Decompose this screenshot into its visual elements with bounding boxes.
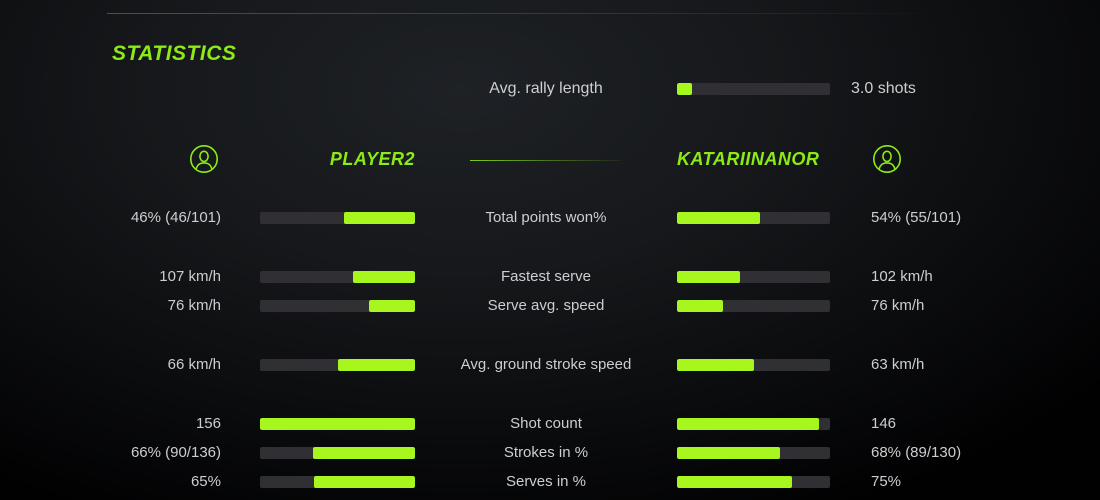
rally-length-label: Avg. rally length (489, 80, 603, 97)
rally-length-value: 3.0 shots (851, 80, 916, 97)
left-stat-bar (260, 271, 415, 283)
page-title: STATISTICS (112, 42, 237, 65)
left-stat-value: 66 km/h (167, 356, 221, 373)
right-stat-bar-fill (677, 359, 754, 371)
stat-row-total-points: 46% (46/101) Total points won% 54% (55/1… (0, 204, 1100, 232)
user-circle-icon (873, 145, 901, 173)
right-stat-bar (677, 271, 830, 283)
right-stat-bar-fill (677, 212, 760, 224)
right-stat-value: 146 (871, 415, 897, 432)
left-stat-bar (260, 476, 415, 488)
stat-row-ground-stroke-speed: 66 km/h Avg. ground stroke speed 63 km/h (0, 351, 1100, 379)
left-stat-bar (260, 359, 415, 371)
stat-label: Fastest serve (500, 268, 592, 285)
stat-row-shot-count: 156 Shot count 146 (0, 410, 1100, 438)
right-player-avatar[interactable] (872, 144, 902, 174)
right-stat-value: 54% (55/101) (871, 209, 962, 226)
left-player-avatar[interactable] (189, 144, 219, 174)
right-stat-bar (677, 359, 830, 371)
right-stat-bar (677, 418, 830, 430)
stat-label: Serve avg. speed (487, 297, 605, 314)
left-stat-value: 76 km/h (167, 297, 221, 314)
left-stat-bar (260, 447, 415, 459)
stat-label: Total points won% (485, 209, 607, 226)
right-stat-value: 75% (871, 473, 902, 490)
right-stat-value: 68% (89/130) (871, 444, 962, 461)
right-stat-bar-fill (677, 271, 740, 283)
left-stat-value: 107 km/h (159, 268, 221, 285)
left-stat-bar (260, 418, 415, 430)
left-player-name: PLAYER2 (329, 149, 415, 169)
stat-label: Serves in % (505, 473, 587, 490)
left-stat-value: 46% (46/101) (130, 209, 221, 226)
stat-row-fastest-serve: 107 km/h Fastest serve 102 km/h (0, 263, 1100, 291)
stat-label: Strokes in % (503, 444, 589, 461)
left-stat-bar (260, 300, 415, 312)
stat-row-serves-in: 65% Serves in % 75% (0, 468, 1100, 496)
right-stat-bar (677, 447, 830, 459)
left-stat-bar (260, 212, 415, 224)
right-stat-value: 102 km/h (871, 268, 933, 285)
left-stat-value: 65% (190, 473, 221, 490)
rally-length-bar-fill (677, 83, 693, 95)
left-stat-bar-fill (368, 300, 415, 312)
right-stat-bar (677, 300, 830, 312)
stat-label: Shot count (510, 415, 582, 432)
left-stat-value: 66% (90/136) (130, 444, 221, 461)
header-divider (470, 160, 622, 161)
right-stat-bar-fill (677, 418, 820, 430)
top-divider (107, 13, 947, 14)
right-stat-value: 63 km/h (871, 356, 925, 373)
right-stat-bar (677, 476, 830, 488)
left-stat-bar-fill (343, 212, 415, 224)
right-stat-bar-fill (677, 476, 792, 488)
stat-row-serve-avg-speed: 76 km/h Serve avg. speed 76 km/h (0, 292, 1100, 320)
left-stat-bar-fill (353, 271, 415, 283)
right-stat-value: 76 km/h (871, 297, 925, 314)
rally-length-bar (677, 83, 830, 95)
stat-row-strokes-in: 66% (90/136) Strokes in % 68% (89/130) (0, 439, 1100, 467)
right-stat-bar-fill (677, 447, 780, 459)
right-player-name: KATARIINANOR (677, 149, 820, 169)
right-stat-bar-fill (677, 300, 723, 312)
right-stat-bar (677, 212, 830, 224)
left-stat-bar-fill (260, 418, 415, 430)
left-stat-bar-fill (314, 476, 415, 488)
rally-length-row: Avg. rally length 3.0 shots (0, 75, 1100, 103)
left-stat-bar-fill (337, 359, 415, 371)
user-circle-icon (190, 145, 218, 173)
players-header: PLAYER2 KATARIINANOR (0, 144, 1100, 174)
stat-label: Avg. ground stroke speed (460, 356, 632, 373)
left-stat-bar-fill (312, 447, 415, 459)
left-stat-value: 156 (195, 415, 221, 432)
